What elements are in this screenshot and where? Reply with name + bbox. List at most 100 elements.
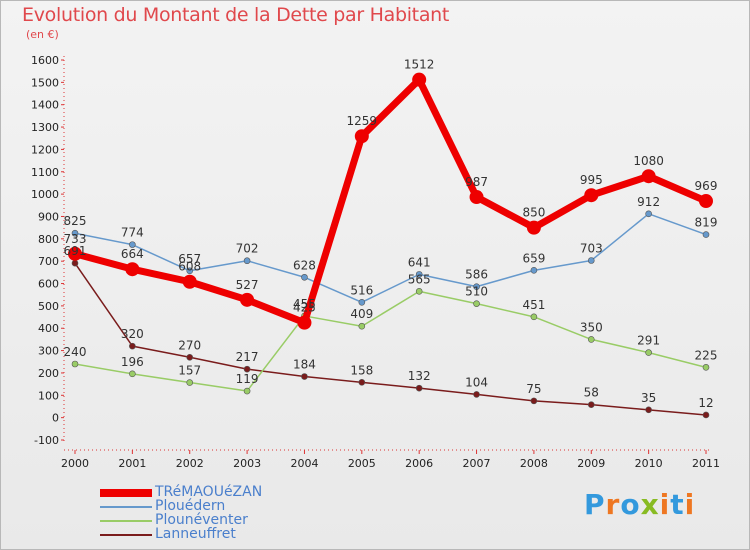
- data-label: 586: [465, 268, 488, 282]
- y-tick-label: 700: [38, 255, 59, 268]
- chart-unit: (en €): [26, 28, 59, 41]
- data-label: 995: [580, 173, 603, 187]
- data-label: 510: [465, 285, 488, 299]
- data-point: [354, 129, 369, 144]
- data-label: 158: [350, 363, 373, 377]
- y-tick-label: -100: [34, 434, 59, 447]
- series-line: [74, 213, 707, 304]
- logo-letter: P: [584, 488, 606, 521]
- series-line: [74, 76, 708, 327]
- data-label: 702: [236, 242, 259, 256]
- y-tick-label: 800: [38, 233, 59, 246]
- data-point: [358, 299, 366, 306]
- data-point: [186, 379, 194, 386]
- logo-letter: x: [640, 488, 660, 521]
- data-point: [415, 288, 423, 295]
- data-label: 1259: [347, 114, 378, 128]
- data-label: 225: [695, 348, 718, 362]
- data-label: 664: [121, 247, 144, 261]
- x-tick-label: 2009: [577, 457, 605, 470]
- logo-letter: o: [620, 488, 641, 521]
- data-point: [243, 387, 251, 395]
- chart-title: Evolution du Montant de la Dette par Hab…: [22, 4, 450, 26]
- y-tick-label: 1200: [31, 143, 59, 156]
- x-tick-label: 2006: [405, 457, 433, 470]
- data-label: 35: [641, 391, 656, 405]
- data-point: [469, 190, 484, 205]
- legend-label: TRéMAOUéZAN: [155, 484, 263, 500]
- data-point: [587, 401, 595, 408]
- data-label: 628: [293, 258, 316, 272]
- data-label: 774: [121, 226, 144, 240]
- data-point: [71, 259, 79, 267]
- y-tick-label: 400: [38, 322, 59, 335]
- y-tick-label: 900: [38, 210, 59, 223]
- data-point: [412, 72, 427, 87]
- data-label: 119: [236, 372, 259, 386]
- logo-letter: i: [684, 488, 696, 521]
- data-point: [186, 353, 194, 361]
- y-tick-label: 1100: [31, 166, 59, 179]
- x-tick-label: 2008: [520, 457, 548, 470]
- legend-swatch: [100, 520, 152, 522]
- data-point: [243, 257, 251, 265]
- data-label: 733: [64, 232, 87, 246]
- data-point: [702, 411, 710, 419]
- data-point: [358, 379, 366, 386]
- data-label: 409: [350, 307, 373, 321]
- data-point: [702, 364, 710, 371]
- data-label: 657: [178, 252, 201, 266]
- data-point: [415, 384, 423, 392]
- data-label: 527: [236, 278, 259, 292]
- data-point: [587, 336, 595, 343]
- proxiti-logo: Proxiti: [584, 488, 695, 521]
- data-point: [129, 241, 136, 248]
- data-label: 132: [408, 369, 431, 383]
- legend-label: Plounéventer: [155, 512, 248, 528]
- data-point: [584, 188, 599, 203]
- data-label: 451: [522, 298, 545, 312]
- data-label: 819: [695, 216, 718, 230]
- data-point: [587, 257, 595, 264]
- x-tick-label: 2004: [290, 457, 318, 470]
- data-point: [71, 360, 79, 368]
- data-point: [358, 322, 366, 330]
- data-point: [182, 274, 197, 289]
- legend-label: Lanneuffret: [155, 526, 236, 542]
- data-point: [473, 391, 480, 398]
- series-line: [74, 290, 707, 392]
- data-point: [71, 229, 79, 237]
- data-label: 825: [64, 214, 87, 228]
- data-label: 217: [236, 350, 259, 364]
- data-label: 75: [526, 382, 541, 396]
- data-label: 850: [522, 206, 545, 220]
- x-tick-label: 2005: [348, 457, 376, 470]
- y-tick-label: 1400: [31, 99, 59, 112]
- data-point: [129, 370, 136, 378]
- data-label: 157: [178, 364, 201, 378]
- data-label: 659: [522, 251, 545, 265]
- labels-layer: 691 320 270 217 184 158 132 104 75 58 35 12 240 196 15…: [64, 58, 718, 410]
- x-tick-label: 2007: [463, 457, 491, 470]
- logo-letter: t: [670, 488, 685, 521]
- data-label: 104: [465, 375, 488, 389]
- data-label: 912: [637, 195, 660, 209]
- data-point: [645, 406, 652, 414]
- y-tick-label: 100: [38, 389, 59, 402]
- data-label: 425: [293, 301, 316, 315]
- legend-swatch: [100, 506, 152, 508]
- y-tick-label: 500: [38, 300, 59, 313]
- data-label: 608: [178, 260, 201, 274]
- data-label: 969: [695, 179, 718, 193]
- legend-label: Plouédern: [155, 498, 226, 514]
- logo-letter: r: [605, 488, 621, 521]
- data-point: [68, 246, 82, 261]
- data-label: 240: [64, 345, 87, 359]
- series-line: [74, 262, 707, 416]
- data-label: 58: [584, 386, 599, 400]
- data-point: [530, 313, 538, 321]
- data-point: [699, 194, 713, 209]
- x-tick-label: 2003: [233, 457, 261, 470]
- data-label: 1080: [633, 154, 664, 168]
